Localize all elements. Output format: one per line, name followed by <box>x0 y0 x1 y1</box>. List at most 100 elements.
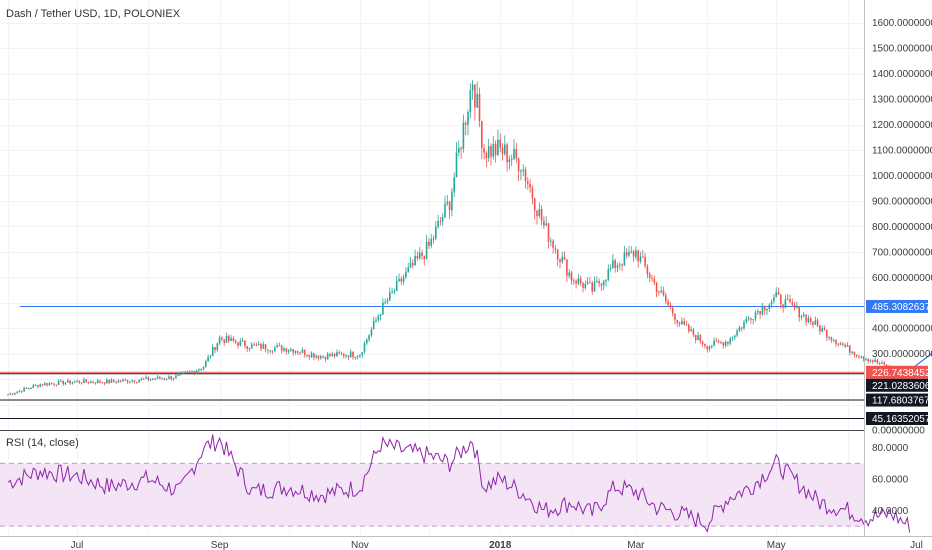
candle-body <box>165 378 168 380</box>
candle-body <box>623 252 626 266</box>
candle-body <box>16 391 19 394</box>
candle-body <box>391 291 393 293</box>
candle-body <box>372 320 375 330</box>
candle-body <box>437 221 439 227</box>
candle-body <box>881 362 883 364</box>
candle-body <box>635 250 637 257</box>
candle-body <box>582 283 584 288</box>
candle-body <box>517 158 520 172</box>
candle-body <box>637 250 640 262</box>
candle-body <box>731 337 734 339</box>
candle-body <box>464 122 467 125</box>
candle-body <box>402 277 405 282</box>
candle-body <box>423 255 426 260</box>
candle-body <box>324 356 327 360</box>
candle-body <box>763 306 766 311</box>
price-tick-label: 0.00000000 <box>872 426 925 437</box>
candle-body <box>434 226 437 239</box>
rsi-band-fill <box>0 463 864 527</box>
candle-body <box>791 302 794 305</box>
candle-body <box>860 356 863 358</box>
candle-body <box>773 297 775 302</box>
candle-body <box>71 382 74 384</box>
candle-body <box>802 314 805 316</box>
candle-body <box>209 355 212 357</box>
candle-body <box>692 329 695 336</box>
arrow-shaft[interactable] <box>909 305 932 371</box>
candle-body <box>671 307 674 314</box>
candle-body <box>60 380 62 382</box>
candle-body <box>53 383 55 385</box>
candle-body <box>64 382 67 385</box>
candle-body <box>867 358 870 362</box>
candle-body <box>407 267 410 272</box>
candle-body <box>78 380 81 383</box>
candle-body <box>204 361 207 367</box>
candle-body <box>825 329 828 338</box>
projection-arrow[interactable] <box>909 305 932 371</box>
candle-body <box>83 379 85 384</box>
candle-body <box>568 272 571 276</box>
rsi-axis-ticks[interactable]: 80.0000 60.0000 40.0000 <box>872 443 909 517</box>
candle-body <box>112 379 115 382</box>
candle-body <box>743 322 745 329</box>
candle-body <box>313 353 315 358</box>
candle-body <box>690 329 692 332</box>
candle-body <box>570 272 573 281</box>
price-tick-label: 1500.00000000 <box>872 44 932 55</box>
candle-body <box>510 159 513 161</box>
candle-body <box>784 299 787 308</box>
horizontal-lines[interactable] <box>0 305 864 420</box>
candle-body <box>7 394 9 396</box>
candle-body <box>506 144 508 163</box>
candle-body <box>800 315 803 318</box>
candle-body <box>876 359 879 364</box>
candle-body <box>566 259 568 276</box>
candle-body <box>844 344 847 347</box>
candle-body <box>246 346 249 349</box>
candle-body <box>503 144 506 155</box>
price-tick-label: 900.00000000 <box>872 196 932 207</box>
candle-body <box>303 349 306 355</box>
candle-body <box>549 240 552 242</box>
candle-body <box>103 382 106 384</box>
price-tick-label: 1600.00000000 <box>872 18 932 29</box>
candle-body <box>96 380 99 384</box>
candle-body <box>646 266 649 274</box>
candle-body <box>237 342 239 346</box>
candle-body <box>135 381 138 383</box>
candle-body <box>326 354 329 360</box>
time-axis-ticks[interactable]: JulSepNov2018MarMayJulSepNov <box>71 540 932 550</box>
candle-body <box>66 380 69 383</box>
candle-body <box>869 360 872 362</box>
candle-body <box>750 318 752 320</box>
candle-body <box>338 352 341 354</box>
price-axis-ticks[interactable]: 0.00000000 300.00000000 400.00000000 600.00… <box>872 18 932 436</box>
candle-body <box>359 354 361 356</box>
candle-body <box>628 251 630 256</box>
candle-body <box>409 262 412 268</box>
candle-body <box>501 147 504 155</box>
candle-body <box>191 371 193 373</box>
candle-body <box>193 371 196 373</box>
candle-body <box>858 355 860 357</box>
time-tick-label: 2018 <box>489 540 512 550</box>
candle-body <box>664 295 667 302</box>
candle-body <box>308 355 311 357</box>
candle-body <box>310 353 313 357</box>
candle-body <box>186 372 189 374</box>
rsi-tick-label: 40.0000 <box>872 506 909 517</box>
candle-body <box>556 249 559 260</box>
candle-body <box>467 111 469 125</box>
price-tick-label: 300.00000000 <box>872 349 932 360</box>
candle-body <box>497 139 499 155</box>
candle-body <box>660 290 663 293</box>
candle-body <box>483 148 485 153</box>
candle-body <box>299 352 301 354</box>
candle-body <box>168 376 170 379</box>
candle-body <box>612 260 614 269</box>
price-tick-label: 400.00000000 <box>872 324 932 335</box>
candle-body <box>595 280 598 282</box>
rsi-tick-label: 80.0000 <box>872 443 909 454</box>
